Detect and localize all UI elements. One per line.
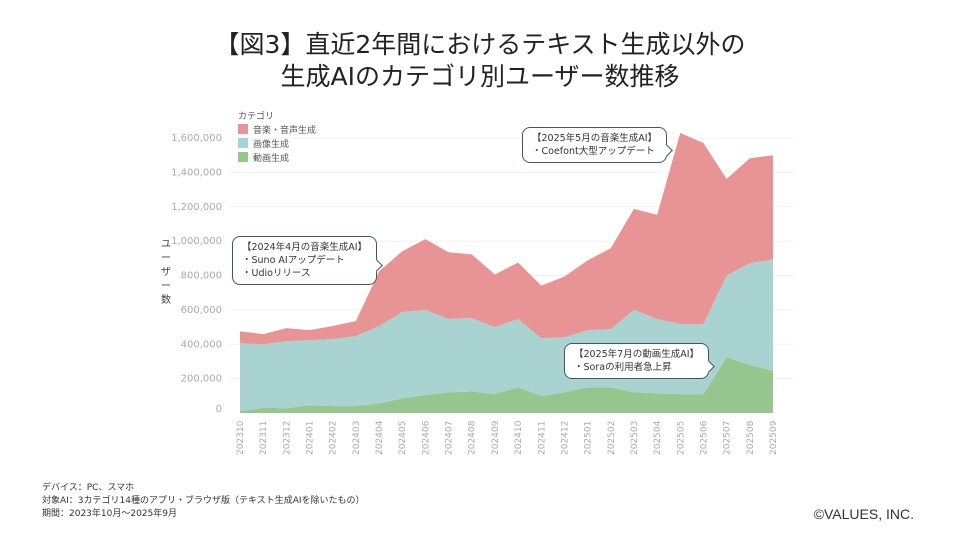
legend: カテゴリ 音楽・音声生成 画像生成 動画生成 xyxy=(238,110,316,166)
x-tick-label: 202504 xyxy=(653,420,663,455)
x-tick-label: 202409 xyxy=(491,420,501,455)
y-axis-label: ユーザー数 xyxy=(161,239,171,306)
x-tick-label: 202503 xyxy=(630,421,640,455)
x-tick-label: 202402 xyxy=(329,421,339,455)
y-tick-label: 1,000,000 xyxy=(171,236,222,247)
annotation-2025-07: 【2025年7月の動画生成AI】 ・Soraの利用者急上昇 xyxy=(564,343,715,379)
annotation-2025-05: 【2025年5月の音楽生成AI】 ・Coefont大型アップデート xyxy=(522,127,673,163)
copyright: ©VALUES, INC. xyxy=(813,506,914,522)
x-tick-label: 202311 xyxy=(259,421,269,455)
footer-device: デバイス：PC、スマホ xyxy=(42,483,135,493)
x-tick-label: 202312 xyxy=(282,421,292,455)
y-tick-label: 1,200,000 xyxy=(171,202,222,213)
y-tick-label: 800,000 xyxy=(181,271,222,282)
y-tick-label: 600,000 xyxy=(181,305,222,316)
x-tick-label: 202405 xyxy=(398,421,408,455)
annotation-2024-04: 【2024年4月の音楽生成AI】 ・Suno AIアップデート ・Udioリリー… xyxy=(232,236,383,285)
y-tick-label: 0 xyxy=(216,404,222,415)
x-tick-label: 202501 xyxy=(584,421,594,455)
annotation-title: 【2024年4月の音楽生成AI】 xyxy=(242,242,368,253)
legend-title: カテゴリ xyxy=(238,112,275,122)
annotation-line: ・Udioリリース xyxy=(242,268,311,279)
x-tick-label: 202403 xyxy=(352,421,362,455)
x-tick-label: 202509 xyxy=(769,420,779,455)
x-tick-label: 202406 xyxy=(421,420,431,455)
y-tick-label: 200,000 xyxy=(181,374,222,385)
title-line-2: 生成AIのカテゴリ別ユーザー数推移 xyxy=(280,62,680,91)
x-tick-label: 202410 xyxy=(514,420,524,455)
x-tick-label: 202507 xyxy=(723,421,733,455)
x-tick-label: 202506 xyxy=(699,420,709,455)
footer-period: 期間：2023年10月～2025年9月 xyxy=(42,509,177,519)
y-tick-label: 1,400,000 xyxy=(171,167,222,178)
annotation-title: 【2025年7月の動画生成AI】 xyxy=(574,349,700,360)
legend-label: 音楽・音声生成 xyxy=(253,126,317,136)
x-tick-label: 202310 xyxy=(236,420,246,455)
x-tick-label: 202508 xyxy=(746,420,756,455)
annotation-line: ・Soraの利用者急上昇 xyxy=(574,362,672,373)
legend-item-video: 動画生成 xyxy=(238,152,316,166)
x-tick-label: 202401 xyxy=(306,421,316,455)
footer-target: 対象AI：3カテゴリ14種のアプリ・ブラウザ版（テキスト生成AIを除いたもの） xyxy=(42,496,365,506)
legend-item-image: 画像生成 xyxy=(238,138,316,152)
area-音楽・音声生成 xyxy=(240,132,773,345)
annotation-line: ・Coefont大型アップデート xyxy=(532,146,655,157)
legend-label: 動画生成 xyxy=(253,154,290,164)
y-tick-label: 400,000 xyxy=(181,339,222,350)
annotation-title: 【2025年5月の音楽生成AI】 xyxy=(532,133,658,144)
x-tick-label: 202408 xyxy=(468,420,478,455)
x-tick-label: 202505 xyxy=(676,421,686,455)
x-tick-label: 202404 xyxy=(375,420,385,455)
y-tick-label: 1,600,000 xyxy=(171,133,222,144)
title-line-1: 【図3】直近2年間におけるテキスト生成以外の xyxy=(214,30,746,59)
annotation-line: ・Suno AIアップデート xyxy=(242,255,345,266)
x-tick-label: 202407 xyxy=(445,421,455,455)
x-tick-label: 202411 xyxy=(537,421,547,455)
legend-item-music: 音楽・音声生成 xyxy=(238,124,316,138)
x-tick-label: 202412 xyxy=(560,421,570,455)
legend-label: 画像生成 xyxy=(253,140,290,150)
x-tick-label: 202502 xyxy=(607,421,617,455)
area-動画生成 xyxy=(240,357,773,413)
